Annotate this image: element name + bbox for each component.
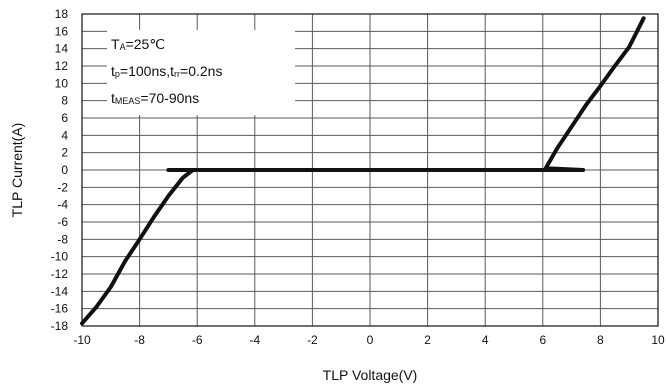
tp-sub2: rr bbox=[174, 69, 181, 79]
y-tick-label: -4 bbox=[57, 198, 68, 212]
x-tick-label: -6 bbox=[192, 333, 203, 347]
x-tick-label: -10 bbox=[73, 333, 91, 347]
tp-annotation: tp=100ns,trr=0.2ns bbox=[111, 59, 291, 86]
tp-sub1: p bbox=[114, 69, 120, 79]
y-tick-label: 18 bbox=[55, 7, 69, 21]
tmeas-rest: =70-90ns bbox=[140, 90, 200, 106]
tp-sym1: t bbox=[111, 63, 115, 79]
tmeas-symbol: t bbox=[111, 90, 115, 106]
tmeas-sub: MEAS bbox=[114, 96, 141, 106]
y-tick-label: 4 bbox=[61, 128, 68, 142]
y-tick-label: -2 bbox=[57, 180, 68, 194]
y-tick-label: -6 bbox=[57, 215, 68, 229]
y-tick-label: 0 bbox=[61, 163, 68, 177]
y-tick-label: -10 bbox=[51, 250, 69, 264]
y-tick-label: 10 bbox=[55, 76, 69, 90]
x-tick-label: 4 bbox=[482, 333, 489, 347]
tick-labels: -10 -8 -6 -4 -2 0 2 4 6 8 10 18 16 14 12 10 8 6 4 2 0 -2 -4 -6 -… bbox=[51, 7, 665, 347]
y-tick-label: 12 bbox=[55, 59, 69, 73]
y-axis-title: TLP Current(A) bbox=[9, 123, 25, 218]
tmeas-annotation: tMEAS=70-90ns bbox=[111, 86, 291, 113]
series-group bbox=[80, 16, 646, 326]
y-tick-label: 14 bbox=[55, 42, 69, 56]
x-tick-label: 0 bbox=[367, 333, 374, 347]
x-tick-label: 8 bbox=[597, 333, 604, 347]
ta-rest: =25℃ bbox=[125, 36, 166, 52]
ta-annotation: TA=25℃ bbox=[111, 32, 291, 59]
x-tick-label: -8 bbox=[134, 333, 145, 347]
y-tick-label: -12 bbox=[51, 267, 69, 281]
y-tick-label: 8 bbox=[61, 94, 68, 108]
y-tick-label: -18 bbox=[51, 319, 69, 333]
tp-rest: =0.2ns bbox=[180, 63, 223, 79]
y-tick-label: 6 bbox=[61, 111, 68, 125]
x-tick-label: 10 bbox=[651, 333, 665, 347]
conditions-annotation: TA=25℃ tp=100ns,trr=0.2ns tMEAS=70-90ns bbox=[107, 30, 295, 115]
y-tick-label: -14 bbox=[51, 284, 69, 298]
x-tick-label: -2 bbox=[307, 333, 318, 347]
ta-symbol: T bbox=[111, 36, 120, 52]
x-tick-label: 2 bbox=[424, 333, 431, 347]
tp-mid: =100ns,t bbox=[119, 63, 175, 79]
plot-frame bbox=[81, 13, 659, 327]
x-axis-title: TLP Voltage(V) bbox=[323, 367, 418, 383]
y-tick-label: -16 bbox=[51, 302, 69, 316]
y-tick-label: 16 bbox=[55, 24, 69, 38]
y-tick-label: 2 bbox=[61, 146, 68, 160]
x-tick-label: -4 bbox=[249, 333, 260, 347]
ta-sub: A bbox=[119, 42, 126, 52]
x-tick-label: 6 bbox=[539, 333, 546, 347]
y-tick-label: -8 bbox=[57, 232, 68, 246]
tlp-iv-curve bbox=[80, 16, 646, 326]
